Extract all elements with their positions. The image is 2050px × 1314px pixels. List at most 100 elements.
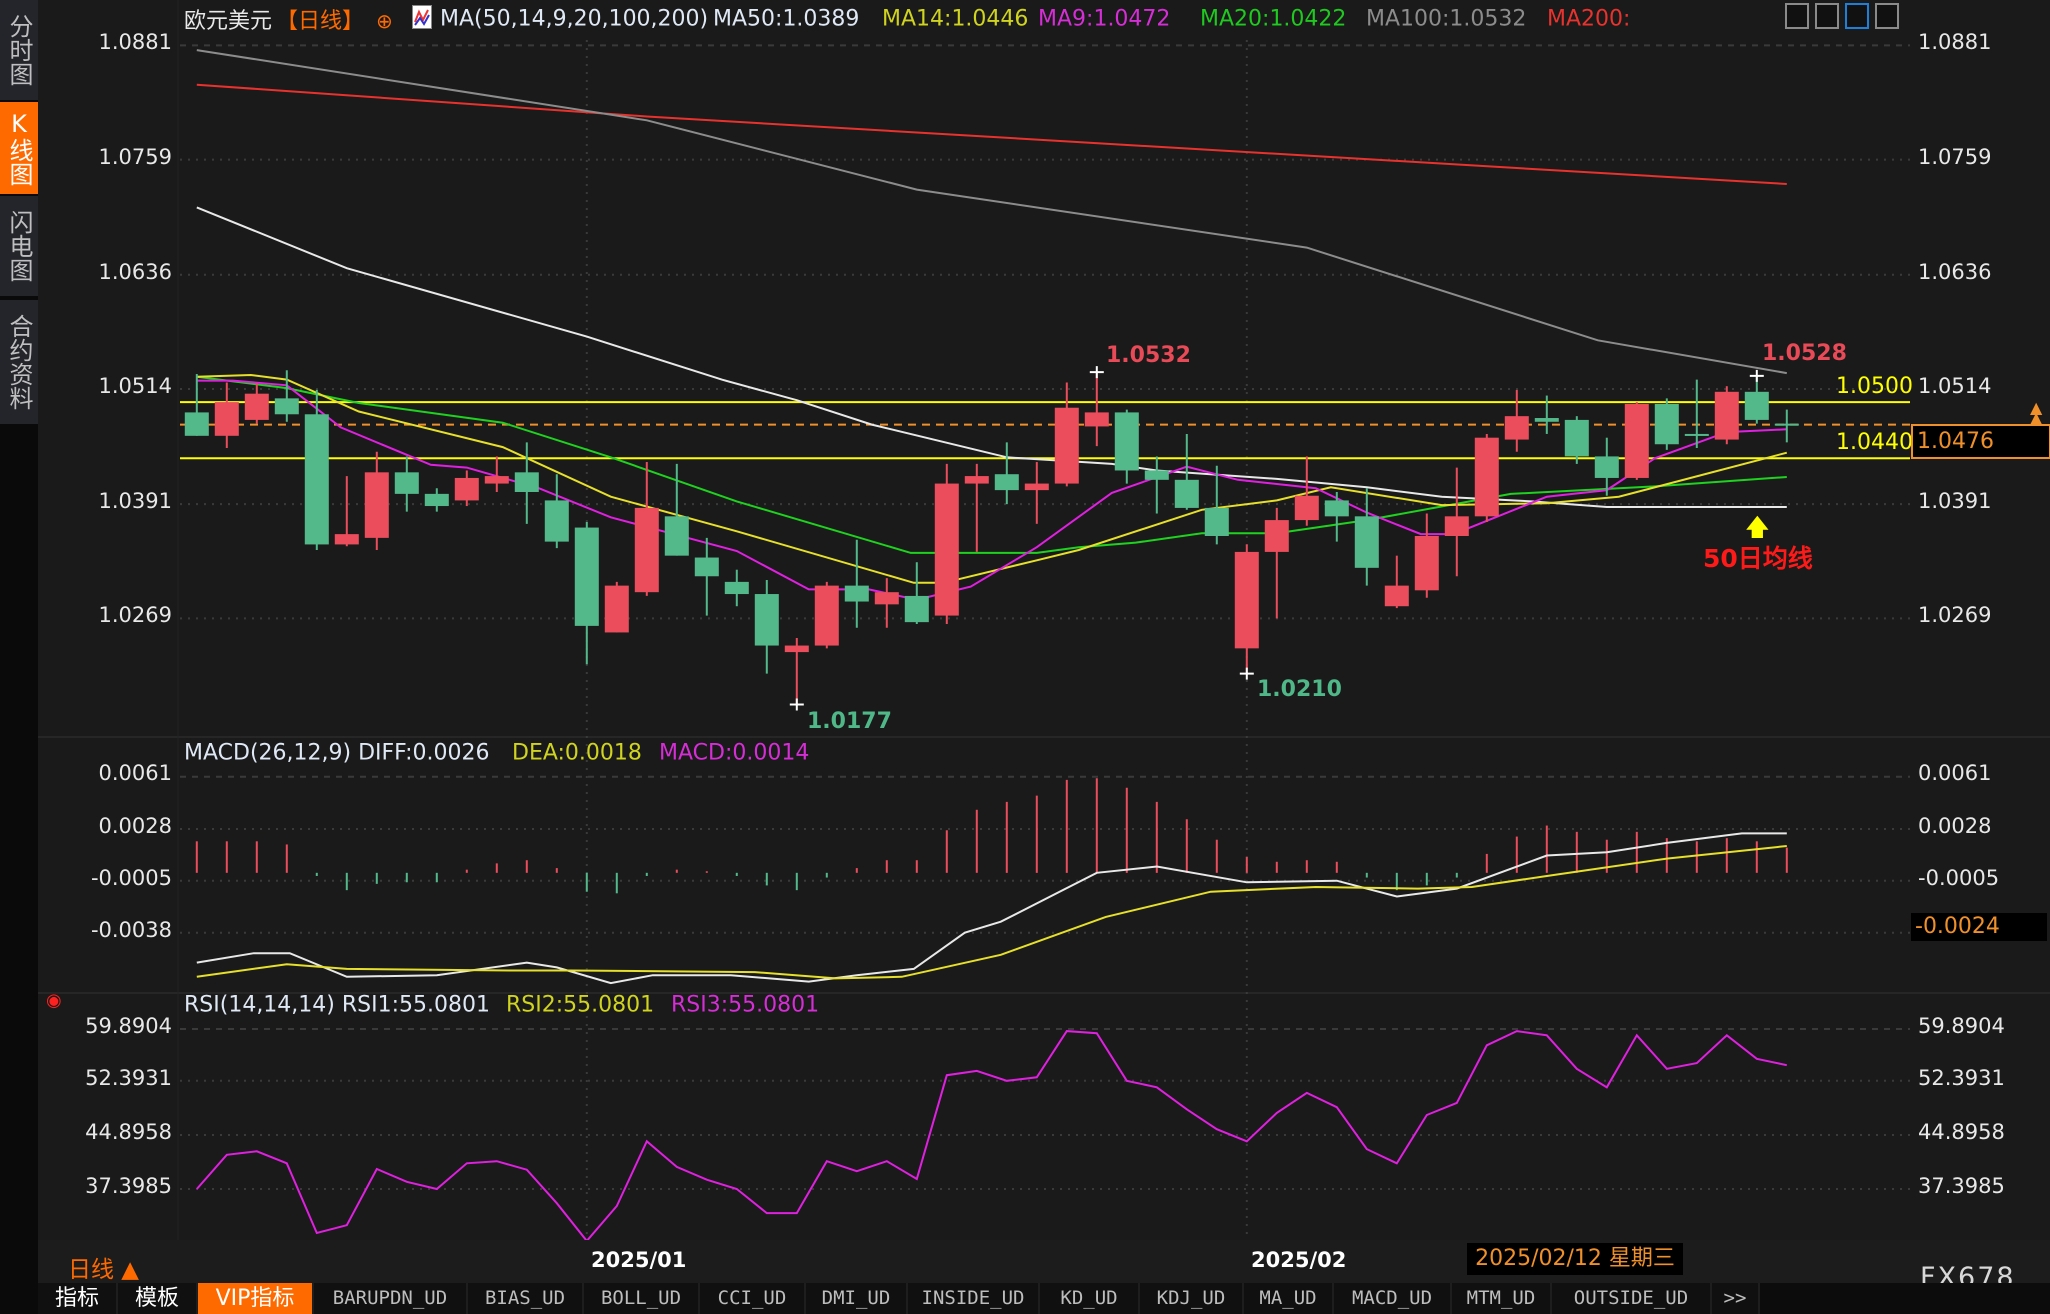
candle-up [334,534,359,545]
ma50-note: 50日均线 [1703,544,1813,573]
candle-down [184,412,209,436]
symbol-name: 欧元美元 [184,9,273,34]
crosshair-icon[interactable] [1785,3,1809,29]
sidebar-tab-contract-info[interactable]: 合约资料 [0,300,38,424]
price-axis-left-label: 1.0269 [98,603,172,628]
ma-line-ma50 [196,206,1787,508]
macd-value: MACD:0.0014 [659,740,810,766]
ma50-value: MA50:1.0389 [713,6,860,32]
sidebar-tab-timeshare[interactable]: 分时图 [0,0,38,100]
tab-ma-ud[interactable]: MA_UD [1244,1283,1334,1314]
extreme-marker [1089,366,1104,379]
price-axis-right-label: 1.0514 [1918,374,1992,398]
candle-up [1234,551,1259,649]
extreme-marker [1239,667,1254,680]
candle-down [394,472,419,494]
tab-bias-ud[interactable]: BIAS_UD [468,1283,584,1314]
price-axis-left-label: 1.0514 [98,374,172,398]
ma-line-ma14 [196,373,1788,584]
sidebar-tab-flash[interactable]: 闪电图 [0,196,38,296]
tab-mtm-ud[interactable]: MTM_UD [1452,1283,1552,1314]
candle-down [904,595,929,623]
extreme-marker [789,698,804,711]
ma-line-ma9 [196,379,1787,601]
rsi-axis-right-label: 44.8958 [1918,1120,2005,1144]
candle-up [1624,403,1649,478]
candle-up [784,645,809,653]
candle-down [424,493,449,507]
candle-up [874,592,899,605]
rsi-axis-right-label: 59.8904 [1918,1014,2005,1038]
period-toggle[interactable]: 日线 ▲ [68,1257,139,1283]
candle-down [1774,423,1799,426]
candle-down [1654,403,1679,445]
candle-up [454,477,479,501]
candle-down [1564,419,1589,457]
price-axis-right-label: 1.0759 [1918,144,1992,169]
rsi3-value: RSI3:55.0801 [671,992,820,1018]
high-label-2: 1.0528 [1762,341,1847,366]
tab-more[interactable]: >> [1712,1283,1760,1314]
macd-axis-left-label: -0.0038 [90,918,172,942]
tab-barupdn-ud[interactable]: BARUPDN_UD [314,1283,468,1314]
price-axis-left-label: 1.0636 [98,259,172,284]
candle-up [814,585,839,646]
price-axis-right-label: 1.0881 [1918,30,1992,55]
candle-up [1054,407,1079,484]
rsi2-value: RSI2:55.0801 [506,992,655,1018]
candle-up [1504,416,1529,440]
next-icon[interactable] [1875,3,1899,29]
scroll-up-icon[interactable]: ▲ ▲ [2030,398,2043,427]
macd-marker: -0.0024 [1911,913,2047,941]
range-icon[interactable] [1815,3,1839,29]
macd-axis-right-label: -0.0005 [1918,866,2000,890]
candle-down [1174,479,1199,508]
tab-kdj-ud[interactable]: KDJ_UD [1140,1283,1244,1314]
tab-inside-ud[interactable]: INSIDE_UD [908,1283,1040,1314]
play-icon[interactable] [1845,3,1869,29]
tab-templates[interactable]: 模板 [118,1283,198,1314]
candle-up [934,483,959,616]
candle-up [364,472,389,538]
candle-down [1534,418,1559,422]
alert-icon[interactable]: ◉ [46,990,62,1011]
candle-down [1594,456,1619,478]
price-axis-left-label: 1.0391 [98,489,172,514]
candle-up [484,476,509,484]
last-price-box: 1.0476 [1911,424,2050,459]
sidebar: 分时图 K线图 闪电图 合约资料 [0,0,38,1314]
candle-up [604,585,629,633]
candle-down [994,474,1019,491]
tab-vip-indicators[interactable]: VIP指标 [198,1283,314,1314]
date-axis [38,1240,2050,1283]
sidebar-tab-kline[interactable]: K线图 [0,102,38,194]
candle-up [1714,391,1739,440]
candle-down [1114,412,1139,471]
level-high-label: 1.0500 [1836,374,1913,399]
tab-boll-ud[interactable]: BOLL_UD [584,1283,700,1314]
level-low-label: 1.0440 [1836,430,1913,455]
tab-macd-ud[interactable]: MACD_UD [1334,1283,1452,1314]
tab-dmi-ud[interactable]: DMI_UD [806,1283,908,1314]
candle-down [1354,516,1379,568]
macd-axis-left-label: -0.0005 [90,866,172,890]
candle-down [1144,470,1169,480]
tab-cci-ud[interactable]: CCI_UD [700,1283,806,1314]
price-axis-right-label: 1.0391 [1918,489,1992,514]
circle-plus-icon[interactable]: ⊕ [376,9,393,33]
tab-indicators[interactable]: 指标 [38,1283,118,1314]
cursor-date: 2025/02/12 星期三 [1467,1243,1683,1275]
indicator-chart-icon[interactable] [412,5,432,29]
high-label-1: 1.0532 [1106,343,1191,368]
candle-down [574,527,599,626]
tab-outside-ud[interactable]: OUTSIDE_UD [1552,1283,1712,1314]
period-label[interactable]: 【日线】 [276,9,365,34]
candle-up [1294,495,1319,521]
tab-kd-ud[interactable]: KD_UD [1040,1283,1140,1314]
candle-up [1414,535,1439,591]
candle-up [964,476,989,484]
ma20-value: MA20:1.0422 [1200,6,1347,32]
price-axis-left-label: 1.0881 [98,30,172,55]
candle-up [1384,585,1409,607]
